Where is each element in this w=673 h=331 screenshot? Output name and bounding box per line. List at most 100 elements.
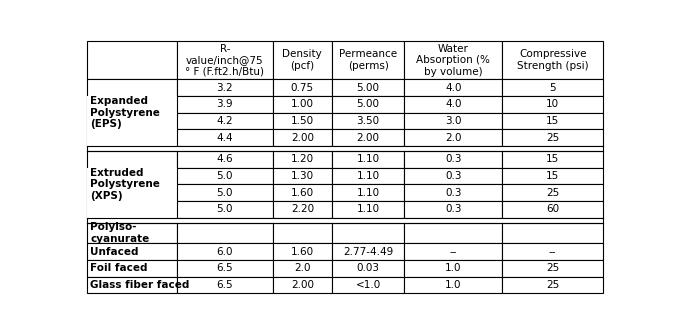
Text: 3.0: 3.0 <box>445 116 462 126</box>
Text: Expanded
Polystyrene
(EPS): Expanded Polystyrene (EPS) <box>90 96 160 129</box>
Bar <box>503 168 603 184</box>
Text: 4.2: 4.2 <box>217 116 233 126</box>
Text: Compressive
Strength (psi): Compressive Strength (psi) <box>517 49 589 71</box>
Text: 4.6: 4.6 <box>217 154 233 165</box>
Text: 5.0: 5.0 <box>217 171 233 181</box>
Bar <box>87 151 177 218</box>
Bar <box>177 113 273 129</box>
Text: <1.0: <1.0 <box>355 280 381 290</box>
Text: 4.4: 4.4 <box>217 133 233 143</box>
Text: 5.00: 5.00 <box>357 82 380 93</box>
Text: 6.5: 6.5 <box>217 263 233 273</box>
Bar <box>503 201 603 218</box>
Text: 1.20: 1.20 <box>291 154 314 165</box>
Bar <box>332 223 404 243</box>
Text: 2.00: 2.00 <box>357 133 380 143</box>
Bar <box>177 79 273 96</box>
Text: 1.10: 1.10 <box>357 154 380 165</box>
Bar <box>503 79 603 96</box>
Bar <box>332 79 404 96</box>
Text: --: -- <box>450 247 457 257</box>
Bar <box>503 260 603 277</box>
Bar <box>404 218 503 223</box>
Bar <box>273 41 332 79</box>
Bar <box>87 184 177 201</box>
Bar <box>273 201 332 218</box>
Text: 10: 10 <box>546 99 559 109</box>
Text: 3.2: 3.2 <box>217 82 233 93</box>
Text: --: -- <box>549 247 557 257</box>
Bar <box>273 129 332 146</box>
Text: 0.75: 0.75 <box>291 82 314 93</box>
Text: 1.60: 1.60 <box>291 188 314 198</box>
Text: 25: 25 <box>546 280 559 290</box>
Bar <box>404 277 503 293</box>
Text: 1.60: 1.60 <box>291 247 314 257</box>
Text: Glass fiber faced: Glass fiber faced <box>90 280 190 290</box>
Text: 6.5: 6.5 <box>217 280 233 290</box>
Bar <box>332 113 404 129</box>
Bar <box>332 151 404 168</box>
Bar <box>177 96 273 113</box>
Text: Extruded
Polystyrene
(XPS): Extruded Polystyrene (XPS) <box>90 168 160 201</box>
Text: 2.77-4.49: 2.77-4.49 <box>343 247 393 257</box>
Text: 5.00: 5.00 <box>357 99 380 109</box>
Text: 2.00: 2.00 <box>291 280 314 290</box>
Bar <box>273 184 332 201</box>
Bar <box>177 260 273 277</box>
Bar <box>503 223 603 243</box>
Text: 2.0: 2.0 <box>294 263 310 273</box>
Text: 25: 25 <box>546 263 559 273</box>
Text: 0.3: 0.3 <box>445 205 462 214</box>
Bar <box>332 129 404 146</box>
Bar <box>273 260 332 277</box>
Bar <box>404 168 503 184</box>
Text: 4.0: 4.0 <box>445 82 462 93</box>
Bar <box>503 277 603 293</box>
Bar <box>332 168 404 184</box>
Text: Unfaced: Unfaced <box>90 247 139 257</box>
Bar <box>273 96 332 113</box>
Text: 5.0: 5.0 <box>217 188 233 198</box>
Text: 0.3: 0.3 <box>445 188 462 198</box>
Text: 3.50: 3.50 <box>357 116 380 126</box>
Bar <box>273 223 332 243</box>
Bar <box>177 184 273 201</box>
Text: R-
value/inch@75
° F (F.ft2.h/Btu): R- value/inch@75 ° F (F.ft2.h/Btu) <box>185 43 264 77</box>
Text: 1.10: 1.10 <box>357 205 380 214</box>
Text: 0.3: 0.3 <box>445 154 462 165</box>
Bar <box>177 151 273 168</box>
Bar <box>273 151 332 168</box>
Bar <box>503 218 603 223</box>
Bar <box>87 218 177 223</box>
Bar <box>503 113 603 129</box>
Bar <box>404 201 503 218</box>
Bar <box>273 168 332 184</box>
Text: 1.0: 1.0 <box>445 263 462 273</box>
Text: 1.50: 1.50 <box>291 116 314 126</box>
Bar <box>177 168 273 184</box>
Bar <box>87 223 177 243</box>
Text: 6.0: 6.0 <box>217 247 233 257</box>
Bar <box>332 41 404 79</box>
Bar <box>87 113 177 129</box>
Bar <box>87 277 177 293</box>
Bar <box>503 96 603 113</box>
Bar <box>332 243 404 260</box>
Bar <box>273 113 332 129</box>
Text: Polyiso-
cyanurate: Polyiso- cyanurate <box>90 222 149 244</box>
Text: 0.03: 0.03 <box>357 263 380 273</box>
Bar <box>87 168 177 184</box>
Text: 60: 60 <box>546 205 559 214</box>
Text: 1.30: 1.30 <box>291 171 314 181</box>
Text: 25: 25 <box>546 133 559 143</box>
Bar <box>273 146 332 151</box>
Bar <box>177 146 273 151</box>
Bar <box>332 201 404 218</box>
Bar <box>332 146 404 151</box>
Text: Permeance
(perms): Permeance (perms) <box>339 49 397 71</box>
Text: 15: 15 <box>546 116 559 126</box>
Bar <box>404 146 503 151</box>
Bar <box>87 260 177 277</box>
Bar <box>87 201 177 218</box>
